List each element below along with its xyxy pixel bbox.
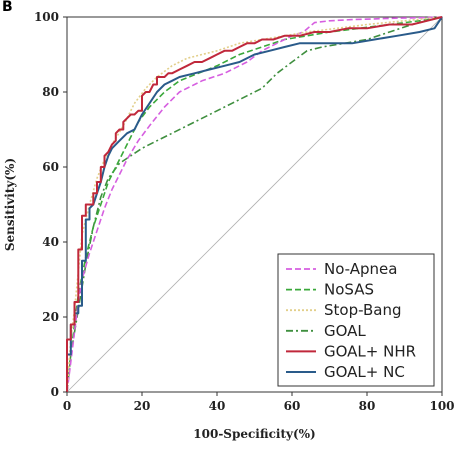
x-tick-label: 80 bbox=[359, 399, 376, 413]
y-tick-label: 20 bbox=[42, 310, 59, 324]
x-tick-label: 20 bbox=[134, 399, 151, 413]
x-tick-label: 60 bbox=[284, 399, 301, 413]
legend-label: NoSAS bbox=[324, 281, 374, 299]
panel-letter: B bbox=[2, 0, 13, 15]
y-tick-label: 60 bbox=[42, 160, 59, 174]
series-line-goal bbox=[66, 16, 443, 393]
series-line-no-apnea bbox=[66, 16, 443, 393]
y-axis-title: Sensitivity(%) bbox=[3, 158, 17, 251]
y-tick-label: 0 bbox=[51, 385, 59, 399]
tick-layer: 0 20 40 60 80 100 0 20 40 60 80 100 bbox=[34, 10, 455, 413]
x-tick-label: 40 bbox=[209, 399, 226, 413]
legend-box bbox=[277, 253, 435, 387]
x-tick-label: 0 bbox=[63, 399, 71, 413]
y-tick-label: 100 bbox=[34, 10, 59, 24]
plot-border bbox=[66, 16, 443, 393]
series-line-stop-bang bbox=[66, 16, 443, 393]
reference-diagonal bbox=[66, 16, 443, 393]
x-axis-title: 100-Specificity(%) bbox=[193, 427, 315, 441]
y-tick-label: 40 bbox=[42, 235, 59, 249]
legend-label: GOAL+ NHR bbox=[324, 342, 416, 360]
y-tick-label: 80 bbox=[42, 85, 59, 99]
legend-label: GOAL bbox=[324, 322, 366, 340]
series-layer bbox=[66, 16, 443, 393]
legend-label: No-Apnea bbox=[324, 260, 397, 278]
legend: No-Apnea NoSAS Stop-Bang GOAL GOAL+ NHR GOAL+… bbox=[277, 253, 435, 387]
x-tick-label: 100 bbox=[429, 399, 454, 413]
series-line-goal-nc bbox=[66, 16, 443, 392]
legend-label: Stop-Bang bbox=[324, 301, 402, 319]
series-line-goal-nhr bbox=[66, 16, 443, 392]
reference-line-layer bbox=[66, 16, 443, 393]
legend-label: GOAL+ NC bbox=[324, 363, 405, 381]
